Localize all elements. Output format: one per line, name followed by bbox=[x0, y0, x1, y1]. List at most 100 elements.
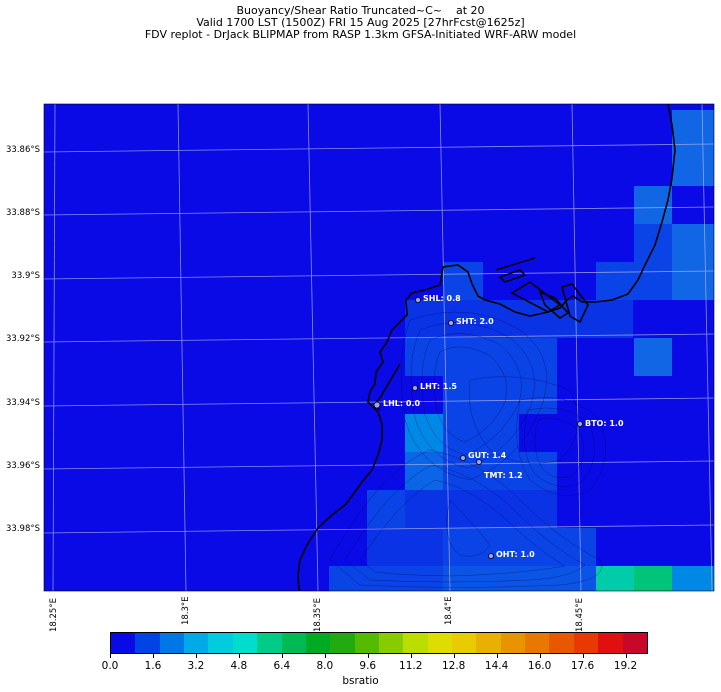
colorbar-swatch bbox=[208, 633, 233, 653]
colorbar-swatch bbox=[403, 633, 428, 653]
colorbar-swatch bbox=[427, 633, 453, 653]
colorbar-swatch bbox=[452, 633, 477, 653]
colorbar-swatch bbox=[330, 633, 355, 653]
colorbar-tick-mark bbox=[410, 654, 412, 658]
cell bbox=[634, 566, 672, 591]
station-marker-OHT bbox=[487, 553, 494, 560]
colorbar-swatch bbox=[378, 633, 404, 653]
title-line-2: Valid 1700 LST (1500Z) FRI 15 Aug 2025 [… bbox=[196, 16, 525, 29]
colorbar-tick-label: 4.8 bbox=[230, 660, 248, 672]
lon-label: 18.4°E bbox=[444, 596, 454, 625]
cell bbox=[596, 566, 634, 591]
colorbar-tick-label: 6.4 bbox=[273, 660, 291, 672]
cell bbox=[405, 300, 557, 338]
station-label-GUT: GUT: 1.4 bbox=[468, 451, 507, 460]
station-marker-TMT bbox=[475, 458, 482, 465]
coastline bbox=[297, 104, 676, 591]
station-label-LHT: LHT: 1.5 bbox=[420, 382, 457, 391]
station-label-LHL: LHL: 0.0 bbox=[383, 399, 420, 408]
colorbar-swatch bbox=[111, 633, 136, 653]
cell bbox=[672, 110, 714, 186]
colorbar-tick-label: 16.0 bbox=[527, 660, 552, 672]
colorbar-swatch bbox=[476, 633, 501, 653]
station-marker-GUT bbox=[459, 454, 466, 461]
colorbar-swatch bbox=[135, 633, 160, 653]
chart-title: Buoyancy/Shear Ratio Truncated~C~ at 20 … bbox=[0, 5, 721, 41]
station-label-OHT: OHT: 1.0 bbox=[496, 550, 535, 559]
colorbar-swatch bbox=[500, 633, 526, 653]
colorbar-tick-label: 9.6 bbox=[359, 660, 377, 672]
colorbar-tick-label: 3.2 bbox=[187, 660, 205, 672]
terrain-contours bbox=[329, 311, 606, 588]
cell bbox=[405, 452, 443, 490]
colorbar-swatch bbox=[159, 633, 185, 653]
colorbar-tick-mark bbox=[453, 654, 455, 658]
colorbar-tick-mark bbox=[496, 654, 498, 658]
colorbar-swatch bbox=[305, 633, 331, 653]
cell bbox=[367, 528, 443, 566]
colorbar-swatch bbox=[354, 633, 379, 653]
colorbar-tick-mark bbox=[152, 654, 154, 658]
cell bbox=[443, 376, 557, 414]
cell bbox=[634, 224, 672, 300]
value-cells bbox=[329, 110, 714, 591]
colorbar-swatch bbox=[184, 633, 209, 653]
lat-label: 33.9°S bbox=[11, 271, 40, 281]
cell bbox=[672, 224, 714, 262]
lat-label: 33.94°S bbox=[6, 398, 40, 408]
colorbar-tick-label: 8.0 bbox=[316, 660, 334, 672]
station-marker-LHT bbox=[411, 384, 418, 391]
cell bbox=[443, 528, 596, 566]
lat-label: 33.92°S bbox=[6, 334, 40, 344]
lat-label: 33.98°S bbox=[6, 524, 40, 534]
title-line-1: Buoyancy/Shear Ratio Truncated~C~ at 20 bbox=[236, 4, 485, 17]
station-labels: SHL: 0.8 SHT: 2.0 LHT: 1.5 LHL: 0.0 BTO:… bbox=[383, 294, 624, 559]
colorbar-tick-mark bbox=[582, 654, 584, 658]
colorbar-swatch bbox=[232, 633, 258, 653]
station-marker-SHL bbox=[414, 296, 421, 303]
cell bbox=[634, 338, 672, 376]
lat-label: 33.86°S bbox=[6, 145, 40, 155]
colorbar-tick-label: 11.2 bbox=[399, 660, 423, 672]
lat-label: 33.96°S bbox=[6, 461, 40, 471]
station-label-TMT: TMT: 1.2 bbox=[484, 471, 523, 480]
cell bbox=[443, 414, 519, 452]
colorbar-tick-label: 1.6 bbox=[144, 660, 162, 672]
cell bbox=[405, 414, 443, 452]
colorbar-swatch bbox=[573, 633, 599, 653]
colorbar-tick-mark bbox=[238, 654, 240, 658]
cell bbox=[557, 300, 633, 338]
cell bbox=[405, 490, 557, 528]
station-marker-SHT bbox=[447, 319, 454, 326]
lat-label: 33.88°S bbox=[6, 208, 40, 218]
station-markers bbox=[373, 296, 584, 560]
station-marker-BTO bbox=[577, 420, 584, 427]
colorbar-label: bsratio bbox=[342, 675, 379, 687]
colorbar-tick-mark bbox=[539, 654, 541, 658]
colorbar-tick-label: 0.0 bbox=[101, 660, 119, 672]
colorbar-tick-mark bbox=[281, 654, 283, 658]
title-line-3: FDV replot - DrJack BLIPMAP from RASP 1.… bbox=[144, 28, 577, 41]
colorbar-swatch bbox=[549, 633, 574, 653]
colorbar-tick-mark bbox=[110, 654, 111, 658]
lon-label: 18.25°E bbox=[49, 598, 59, 632]
cell bbox=[672, 262, 714, 300]
cell bbox=[367, 490, 405, 528]
cell bbox=[672, 566, 714, 591]
station-label-SHL: SHL: 0.8 bbox=[423, 294, 461, 303]
station-marker-LHL bbox=[373, 401, 381, 409]
colorbar-tick-mark bbox=[324, 654, 326, 658]
colorbar-tick-label: 14.4 bbox=[484, 660, 509, 672]
lon-label: 18.3°E bbox=[181, 596, 191, 625]
colorbar-tick-label: 19.2 bbox=[613, 660, 638, 672]
colorbar-tick-mark bbox=[367, 654, 369, 658]
lon-label: 18.35°E bbox=[313, 598, 323, 632]
colorbar-swatch bbox=[257, 633, 282, 653]
lon-label: 18.45°E bbox=[575, 598, 585, 632]
station-label-BTO: BTO: 1.0 bbox=[585, 419, 624, 428]
colorbar bbox=[110, 632, 648, 654]
cell bbox=[329, 566, 443, 591]
colorbar-tick-mark bbox=[195, 654, 197, 658]
colorbar-tick-label: 12.8 bbox=[441, 660, 466, 672]
